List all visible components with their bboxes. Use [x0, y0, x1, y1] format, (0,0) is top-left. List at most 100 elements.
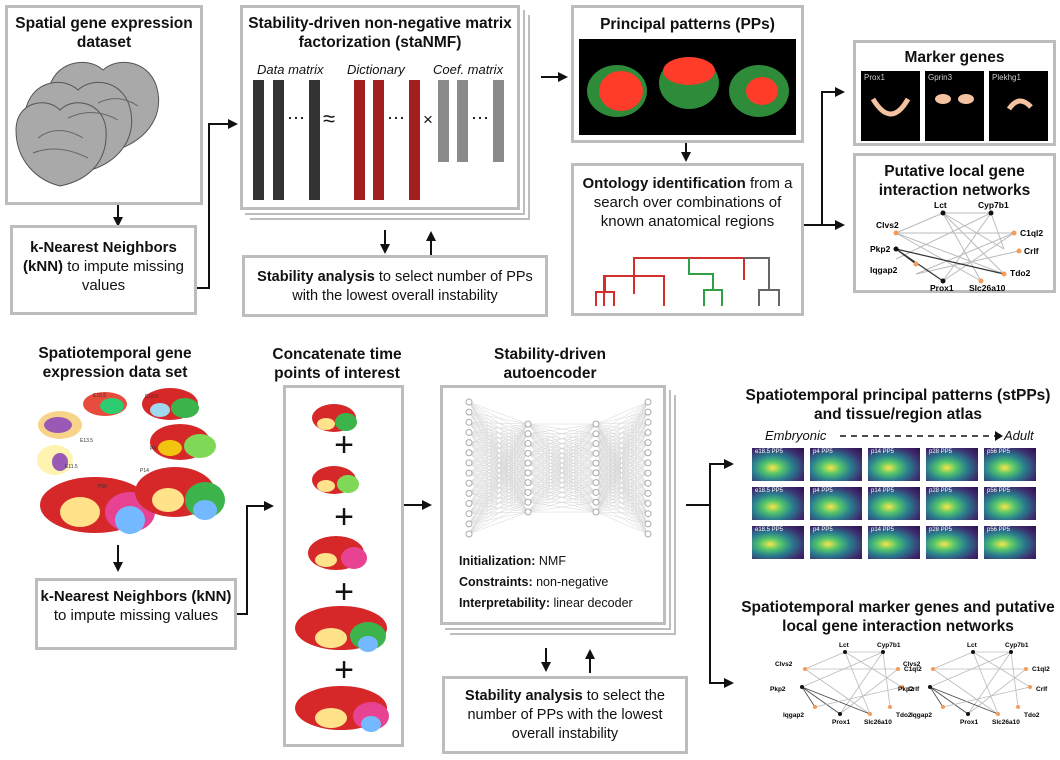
ae-neuron: [644, 500, 652, 508]
ae-edge: [595, 401, 649, 493]
stpp-tile-label: p28 PP5: [929, 527, 953, 533]
stability-bold-bottom: Stability analysis: [465, 688, 583, 704]
stpp-heatmap-tile: p28 PP5: [926, 487, 978, 520]
ae-neuron: [592, 420, 600, 428]
ae-neuron: [465, 520, 473, 528]
arrow-to-marker-genes: [821, 87, 845, 225]
stpp-tile-label: p4 PP5: [813, 488, 833, 494]
ae-edge: [527, 501, 597, 513]
ae-neuron: [644, 398, 652, 406]
ae-edge: [527, 423, 597, 483]
marker-gene-signal-1: [870, 97, 911, 117]
brain-section-stack-image: [15, 62, 160, 187]
knn-rest-top: to impute missing values: [67, 258, 184, 294]
dots-3: ⋯: [471, 108, 489, 128]
networks-title: Putative local gene interaction networks: [878, 163, 1031, 199]
concat-title: Concatenate time points of interest: [272, 346, 402, 382]
ae-edge: [468, 482, 529, 535]
ae-edge: [527, 423, 597, 454]
marker-gene-image-2: Gprin3: [925, 71, 984, 141]
arrow-to-stpps: [709, 459, 734, 505]
stpp-tile-label: p14 PP5: [871, 488, 895, 494]
ae-init-value: NMF: [538, 554, 566, 568]
spatial-dataset-panel: Spatial gene expression dataset: [5, 5, 203, 205]
ae-interpretability-value: linear decoder: [553, 596, 633, 610]
stpp-tile-label: p14 PP5: [871, 527, 895, 533]
ae-neuron: [465, 489, 473, 497]
ae-neuron: [465, 439, 473, 447]
stpp-tile-label: e18.5 PP5: [755, 488, 784, 494]
pp-title: Principal patterns (PPs): [600, 16, 775, 33]
stpp-heatmap-tile: p14 PP5: [868, 526, 920, 559]
stpp-tile-label: p56 PP5: [987, 488, 1011, 494]
net-node-label: Tdo2: [1010, 268, 1031, 278]
stpp-tile-label: p14 PP5: [871, 449, 895, 455]
knn-rest-bottom: to impute missing values: [53, 607, 219, 624]
ae-neuron: [644, 449, 652, 457]
ae-constraints-value: non-negative: [536, 575, 609, 589]
ae-neuron: [465, 449, 473, 457]
autoencoder-panel: Initialization: NMF Constraints: non-neg…: [440, 385, 666, 625]
ae-edge: [468, 511, 529, 535]
stpp-heatmap-tile: p14 PP5: [868, 487, 920, 520]
ae-neuron: [644, 459, 652, 467]
ae-edge: [527, 433, 597, 513]
ae-edge: [468, 423, 529, 474]
pp-images: [579, 39, 796, 135]
ae-init-label: Initialization:: [459, 554, 536, 568]
ae-edge: [468, 423, 529, 504]
stpp-heatmap-tile: e18.5 PP5: [752, 448, 804, 481]
ae-edge: [468, 423, 529, 484]
stpp-tile-label: e18.5 PP5: [755, 527, 784, 533]
arrow-to-st-networks: [709, 505, 734, 688]
ae-neuron: [524, 508, 532, 516]
embryonic-label: Embryonic: [765, 428, 827, 443]
ae-neuron: [524, 420, 532, 428]
stpp-title: Spatiotemporal principal patterns (stPPs…: [745, 387, 1051, 423]
stanmf-title: Stability-driven non-negative matrix fac…: [248, 15, 512, 51]
plus-sign-2: +: [334, 498, 354, 536]
marker-gene-signal-2: [935, 94, 974, 104]
stability-bold-top: Stability analysis: [257, 269, 375, 285]
plus-sign-4: +: [334, 651, 354, 689]
ae-neuron: [644, 418, 652, 426]
ae-edge: [527, 472, 597, 513]
ae-edge: [527, 423, 597, 444]
net-node-label: Clvs2: [876, 220, 899, 230]
ae-neuron: [644, 428, 652, 436]
ae-neuron: [465, 418, 473, 426]
ae-neuron: [524, 440, 532, 448]
ae-neuron: [644, 489, 652, 497]
marker-genes-panel: Marker genes Prox1 Gprin3 Plekhg1: [853, 40, 1056, 146]
ae-neuron: [465, 500, 473, 508]
stpp-heatmap-tile: e18.5 PP5: [752, 526, 804, 559]
ae-edge: [595, 401, 649, 483]
gene-network-graph: Lct Cyp7b1 Clvs2 C1ql2 Pkp2 Crlf Iqgap2 …: [870, 200, 1043, 291]
ae-neuron: [524, 430, 532, 438]
net-node-label: Crlf: [1024, 246, 1039, 256]
ae-neuron: [644, 479, 652, 487]
ae-edge: [468, 423, 529, 535]
ae-edge: [527, 423, 597, 513]
networks-panel: Putative local gene interaction networks…: [853, 153, 1056, 293]
stability-rest-top: to select number of PPs with the lowest …: [292, 269, 533, 304]
ontology-rest: from a search over combinations of known…: [593, 175, 793, 230]
ae-neuron: [592, 449, 600, 457]
ae-neuron: [524, 479, 532, 487]
ae-neuron: [465, 479, 473, 487]
dots-1: ⋯: [287, 108, 305, 128]
ae-neuron: [465, 408, 473, 416]
ae-edge: [595, 462, 649, 513]
stpp-heatmap-tile: p28 PP5: [926, 526, 978, 559]
ae-edge: [595, 401, 649, 454]
stpp-heatmap-tile: e18.5 PP5: [752, 487, 804, 520]
st-marker-title: Spatiotemporal marker genes and putative…: [741, 599, 1055, 635]
net-node-label: C1ql2: [1020, 228, 1043, 238]
net-node-label: Cyp7b1: [978, 200, 1009, 210]
concat-brains: [295, 404, 389, 732]
ae-edge: [468, 502, 529, 535]
ae-neuron: [644, 439, 652, 447]
ae-edge: [468, 453, 529, 535]
ae-edge: [527, 423, 597, 435]
ae-edge: [468, 472, 529, 535]
